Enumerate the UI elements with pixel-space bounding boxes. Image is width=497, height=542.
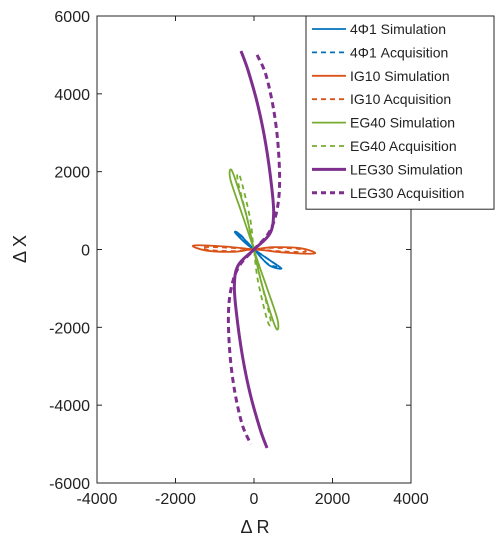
y-tick-label: 6000: [54, 9, 90, 26]
series-layer: [191, 50, 317, 449]
y-tick-label: -6000: [49, 476, 90, 493]
legend-entry: 4Φ1 Acquisition: [350, 44, 448, 60]
x-tick-label: 0: [250, 491, 259, 508]
x-axis-label: Δ R: [240, 517, 269, 537]
legend-entry: IG10 Acquisition: [350, 91, 451, 107]
x-tick-label: -2000: [155, 491, 196, 508]
y-tick-label: 2000: [54, 165, 90, 182]
x-tick-label: 2000: [315, 491, 351, 508]
legend-entry: IG10 Simulation: [350, 68, 450, 84]
x-tick-label: 4000: [393, 491, 429, 508]
y-axis-label: Δ X: [10, 235, 30, 263]
y-tick-label: 4000: [54, 87, 90, 104]
y-axis-ticks: -6000 -4000 -2000 0 2000 4000 6000: [49, 9, 411, 493]
series-line-7: [226, 54, 282, 445]
legend-entry: EG40 Acquisition: [350, 138, 457, 154]
legend-entry: LEG30 Acquisition: [350, 185, 464, 201]
legend-entry: EG40 Simulation: [350, 115, 455, 131]
y-tick-label: 0: [81, 243, 90, 260]
legend-entry: 4Φ1 Simulation: [350, 21, 446, 37]
x-tick-label: -4000: [77, 491, 118, 508]
y-tick-label: -4000: [49, 398, 90, 415]
legend-entry: LEG30 Simulation: [350, 161, 463, 177]
y-tick-label: -2000: [49, 320, 90, 337]
legend: 4Φ1 Simulation 4Φ1 Acquisition IG10 Simula…: [305, 15, 495, 210]
legend-box: [305, 15, 495, 210]
